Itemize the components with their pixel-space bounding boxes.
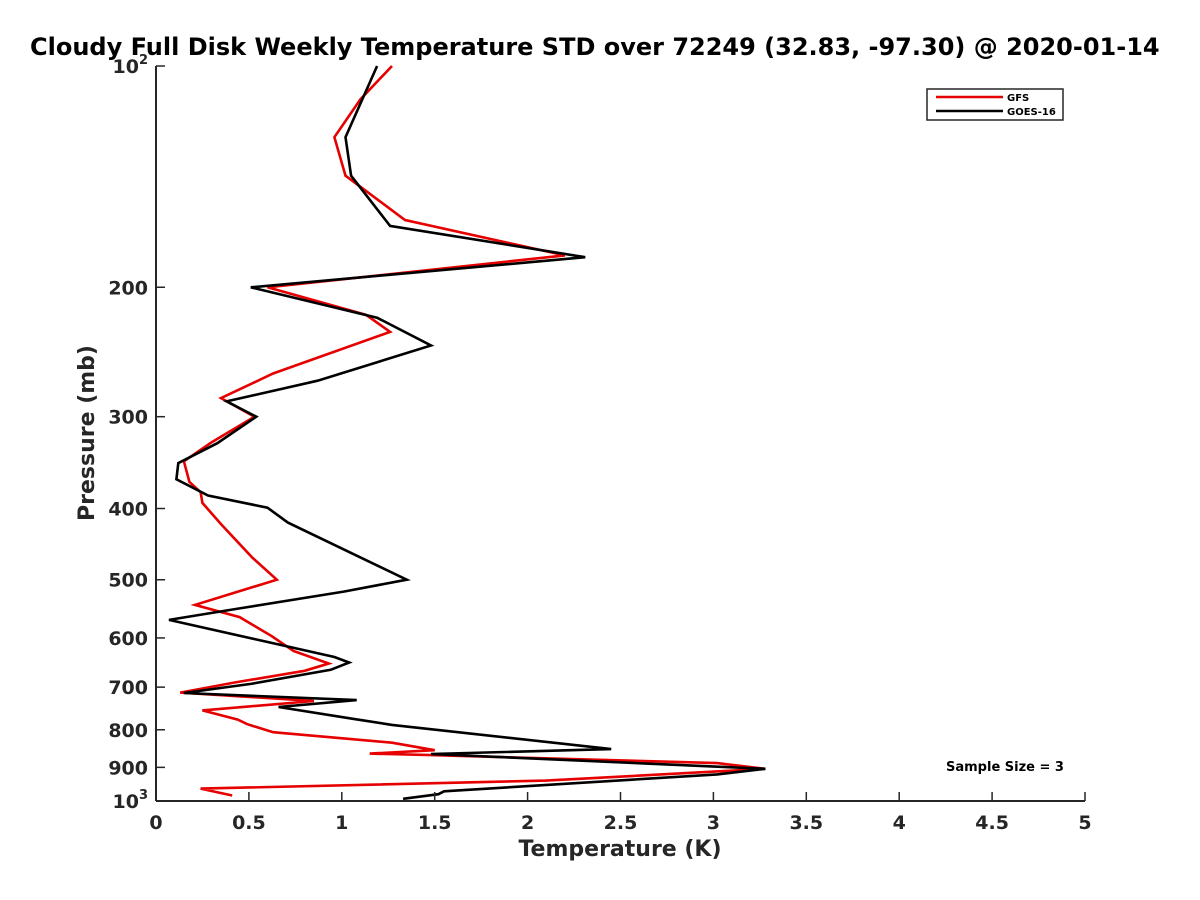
legend-box (926, 88, 1064, 121)
x-tick-label: 1 (335, 812, 348, 834)
x-axis-ticks: 0 0.5 1 1.5 2 2.5 3 3.5 4 4.5 5 (149, 792, 1092, 834)
series-layer (168, 65, 766, 801)
y-tick-label: 400 (108, 499, 148, 521)
y-tick-label: 200 (108, 277, 148, 299)
x-tick-label: 2.5 (604, 812, 638, 834)
y-tick-label: 300 (108, 407, 148, 429)
x-tick-label: 5 (1078, 812, 1091, 834)
x-axis-label: Temperature (K) (518, 837, 721, 862)
series-line-goes16 (168, 65, 766, 801)
sample-size-annotation: Sample Size = 3 (946, 760, 1064, 775)
x-tick-label: 0.5 (232, 812, 266, 834)
x-tick-label: 4 (893, 812, 906, 834)
legend-label-goes16: GOES-16 (1007, 107, 1056, 118)
x-tick-label: 3 (707, 812, 720, 834)
y-tick-label: 900 (108, 757, 148, 779)
legend-label-gfs: GFS (1007, 93, 1029, 104)
x-tick-label: 1.5 (418, 812, 452, 834)
x-tick-label: 2 (521, 812, 534, 834)
y-tick-label: 700 (108, 677, 148, 699)
legend: GFS GOES-16 (926, 88, 1064, 121)
x-tick-label: 3.5 (789, 812, 823, 834)
y-tick-label: 800 (108, 720, 148, 742)
y-tick-label: 600 (108, 628, 148, 650)
y-axis-ticks: 102 200 300 400 500 600 700 800 900 103 (108, 53, 165, 813)
y-axis-label: Pressure (mb) (75, 345, 100, 521)
y-tick-label: 103 (113, 788, 149, 813)
y-tick-label: 500 (108, 570, 148, 592)
x-tick-label: 4.5 (975, 812, 1009, 834)
chart-title: Cloudy Full Disk Weekly Temperature STD … (30, 33, 1160, 61)
y-tick-label: 102 (113, 53, 149, 78)
x-tick-label: 0 (149, 812, 162, 834)
